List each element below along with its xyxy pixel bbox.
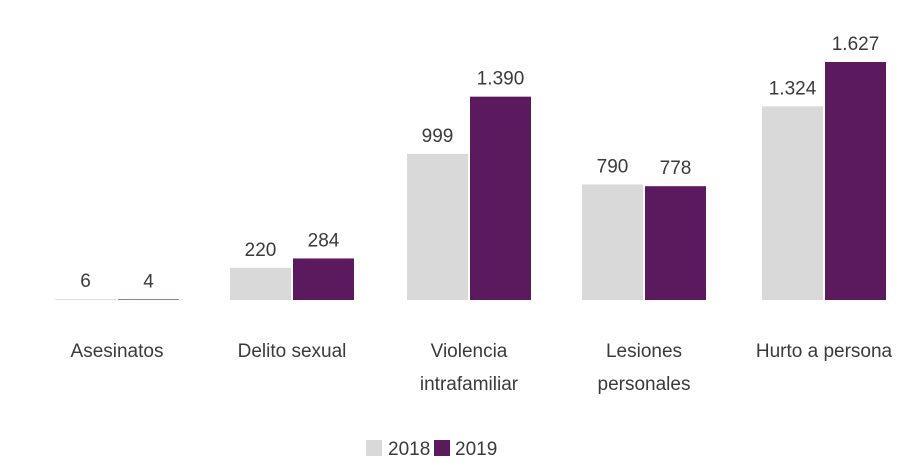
data-label-2019-2: 1.390 — [477, 69, 525, 90]
legend-label-2018: 2018 — [388, 439, 430, 460]
data-label-2018-0: 6 — [80, 271, 91, 292]
category-label-2-line-0: Violencia — [431, 341, 508, 362]
data-label-2019-3: 778 — [660, 158, 692, 179]
category-label-1-line-0: Delito sexual — [238, 341, 347, 362]
bar-2018-3 — [582, 184, 643, 300]
data-label-2019-0: 4 — [143, 271, 154, 292]
bar-2019-0 — [118, 299, 179, 300]
bar-2018-4 — [762, 106, 823, 300]
category-labels-group: Asesinatos Delito sexual Violencia intrafam… — [71, 341, 893, 395]
data-label-2019-1: 284 — [308, 230, 340, 251]
data-label-2019-4: 1.627 — [832, 34, 880, 55]
category-label-4-line-0: Hurto a persona — [756, 341, 893, 362]
bar-2019-4 — [825, 62, 886, 300]
bar-2019-1 — [293, 258, 354, 300]
category-label-3-line-0: Lesiones — [606, 341, 682, 362]
category-label-0-line-0: Asesinatos — [71, 341, 164, 362]
data-label-2018-4: 1.324 — [769, 78, 817, 99]
legend-swatch-2018 — [366, 440, 382, 456]
data-label-2018-3: 790 — [597, 156, 629, 177]
value-labels-group: 6 4 220 284 999 1.390 790 778 1.324 1.627 — [80, 34, 879, 292]
bar-2018-0 — [55, 299, 116, 300]
legend: 2018 2019 — [366, 439, 497, 460]
bar-2018-2 — [407, 153, 468, 300]
category-label-3-line-1: personales — [598, 374, 691, 395]
bar-2019-3 — [645, 186, 706, 300]
bar-2019-2 — [470, 96, 531, 300]
data-label-2018-2: 999 — [422, 126, 454, 147]
legend-label-2019: 2019 — [455, 439, 497, 460]
bar-2018-1 — [230, 267, 291, 300]
bars-group — [55, 62, 886, 300]
data-label-2018-1: 220 — [245, 240, 277, 261]
legend-swatch-2019 — [434, 440, 450, 456]
category-label-2-line-1: intrafamiliar — [420, 374, 519, 395]
